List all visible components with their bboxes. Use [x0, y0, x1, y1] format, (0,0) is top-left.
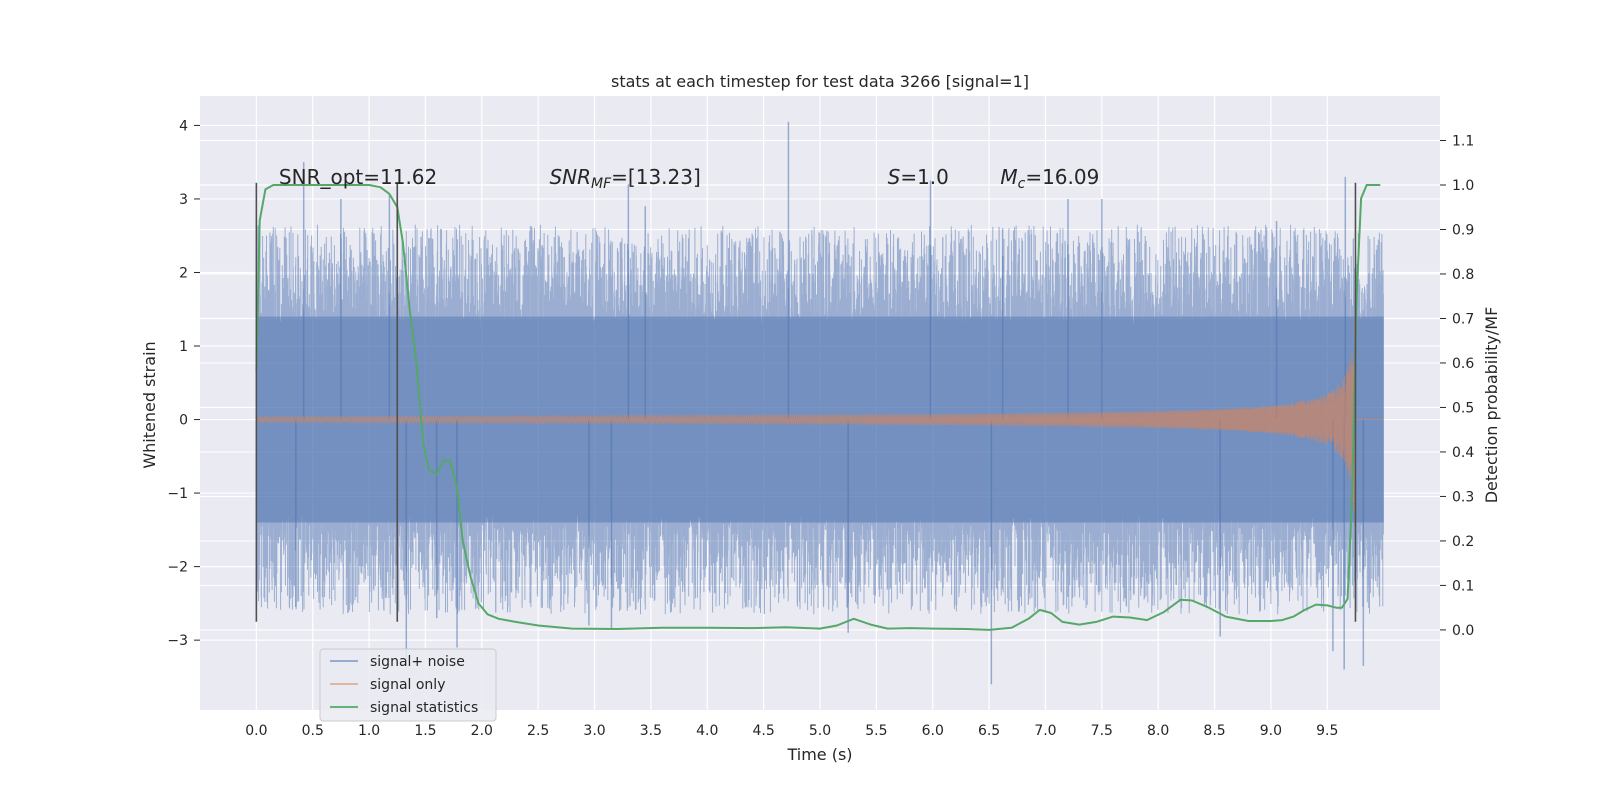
y2-tick-label: 0.6 — [1452, 356, 1474, 372]
y-tick-label: −2 — [167, 560, 188, 576]
legend-label-signal-statistics: signal statistics — [370, 700, 478, 716]
x-tick-label: 5.0 — [809, 723, 831, 739]
annotation-text: SNR_opt=11.62 — [279, 165, 437, 189]
y2-tick-label: 0.4 — [1452, 445, 1474, 461]
x-tick-label: 8.5 — [1203, 723, 1225, 739]
y2-tick-label: 0.5 — [1452, 400, 1474, 416]
y2-axis-title: Detection probability/MF — [1482, 307, 1501, 504]
x-tick-label: 7.5 — [1091, 723, 1113, 739]
vertical-markers — [255, 182, 1357, 622]
y2-tick-label: 0.3 — [1452, 489, 1474, 505]
annotation-text: Mc=16.09 — [1000, 165, 1099, 192]
x-axis-title: Time (s) — [786, 745, 852, 764]
y2-tick-label: 1.0 — [1452, 178, 1474, 194]
legend-label-signal-only: signal only — [370, 677, 445, 693]
series-layer — [255, 121, 1384, 685]
x-tick-label: 2.5 — [527, 723, 549, 739]
x-tick-label: 3.5 — [640, 723, 662, 739]
x-tick-label: 4.0 — [696, 723, 718, 739]
signal-only-trace — [255, 317, 1384, 526]
annotations: SNR_opt=11.62 SNRMF=[13.23] S=1.0 Mc=16.09 — [279, 165, 1099, 192]
x-tick-label: 1.5 — [414, 723, 436, 739]
y-tick-label: 2 — [179, 265, 188, 281]
y-tick-label: 1 — [179, 339, 188, 355]
x-tick-label: 1.0 — [358, 723, 380, 739]
y-tick-label: −3 — [167, 633, 188, 649]
annotation-text: SNRMF=[13.23] — [549, 165, 700, 192]
tick-labels: 0.0 0.5 1.0 1.5 2.0 2.5 3.0 3.5 4.0 4.5 5.0 5.5 6.0 6… — [167, 118, 1474, 739]
x-tick-label: 5.5 — [865, 723, 887, 739]
x-tick-label: 0.5 — [302, 723, 324, 739]
y2-tick-label: 0.8 — [1452, 267, 1474, 283]
chart-title: stats at each timestep for test data 326… — [611, 72, 1029, 91]
x-tick-label: 8.0 — [1147, 723, 1169, 739]
x-tick-label: 6.5 — [978, 723, 1000, 739]
x-tick-label: 2.0 — [471, 723, 493, 739]
y-tick-label: −1 — [167, 486, 188, 502]
y2-tick-label: 0.2 — [1452, 534, 1474, 550]
y2-tick-label: 0.9 — [1452, 222, 1474, 238]
y2-tick-label: 1.1 — [1452, 133, 1474, 149]
x-tick-label: 9.0 — [1260, 723, 1282, 739]
y-tick-label: 3 — [179, 192, 188, 208]
x-tick-label: 6.0 — [922, 723, 944, 739]
y-axis-title: Whitened strain — [140, 341, 159, 468]
x-tick-label: 0.0 — [245, 723, 267, 739]
legend-label-signal-noise: signal+ noise — [370, 654, 465, 670]
x-tick-label: 9.5 — [1316, 723, 1338, 739]
x-tick-label: 7.0 — [1034, 723, 1056, 739]
x-tick-label: 4.5 — [753, 723, 775, 739]
y2-tick-label: 0.0 — [1452, 623, 1474, 639]
y-tick-label: 0 — [179, 413, 188, 429]
legend: signal+ noise signal only signal statist… — [319, 648, 497, 722]
signal-statistics-line — [255, 184, 1381, 631]
y-tick-label: 4 — [179, 118, 188, 134]
y2-tick-label: 0.7 — [1452, 311, 1474, 327]
annotation-text: S=1.0 — [888, 165, 949, 189]
legend-box — [319, 648, 497, 722]
x-tick-label: 3.0 — [583, 723, 605, 739]
y2-tick-label: 0.1 — [1452, 578, 1474, 594]
